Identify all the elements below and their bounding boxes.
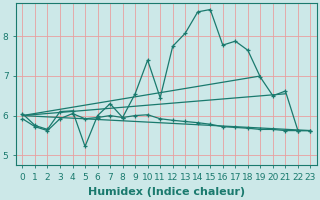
X-axis label: Humidex (Indice chaleur): Humidex (Indice chaleur) — [88, 187, 245, 197]
